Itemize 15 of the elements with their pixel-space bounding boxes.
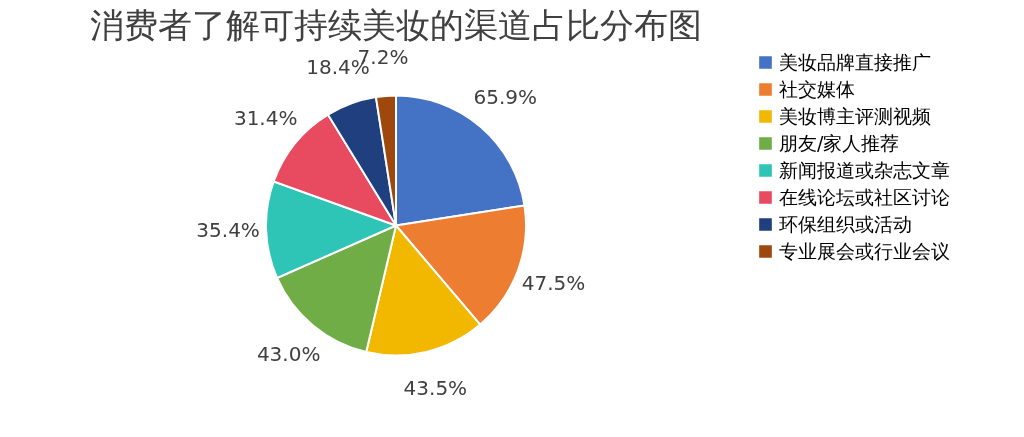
data-label: 43.5% [403,375,468,400]
legend-label: 在线论坛或社区讨论 [779,185,950,208]
legend-label: 美妆品牌直接推广 [779,50,931,73]
data-label: 35.4% [196,218,260,243]
legend-label: 环保组织或活动 [779,212,912,235]
legend-label: 专业展会或行业会议 [779,239,950,262]
legend-label: 朋友/家人推荐 [779,131,900,154]
legend-label: 新闻报道或杂志文章 [779,158,950,181]
chart-title: 消费者了解可持续美妆的渠道占比分布图 [90,5,702,45]
data-label: 43.0% [256,341,321,366]
data-label: 31.4% [233,106,298,131]
data-label: 65.9% [473,84,538,109]
data-label: 47.5% [521,271,586,296]
legend-label: 社交媒体 [779,77,855,100]
legend-label: 美妆博主评测视频 [779,104,931,127]
